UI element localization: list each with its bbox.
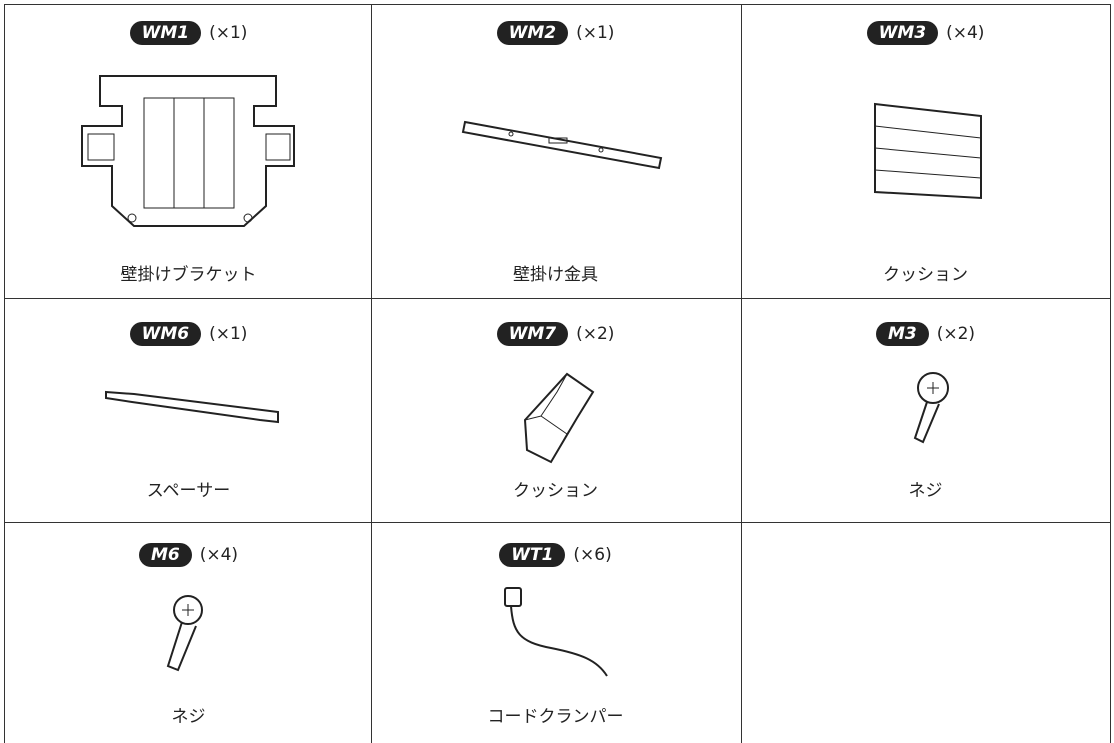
rule [4, 298, 1111, 299]
screw-illustration [166, 595, 203, 672]
part-badge: WT1 [499, 543, 566, 567]
part-badge: WM6 [129, 322, 202, 346]
part-qty: (×2) [576, 324, 615, 344]
part-qty: (×4) [199, 545, 239, 565]
part-qty: (×1) [209, 23, 248, 43]
part-name: ネジ [171, 707, 206, 727]
spacer-illustration [105, 390, 279, 424]
part-head: WT1 (×6) [371, 543, 740, 567]
bracket-illustration [81, 75, 295, 227]
part-badge: WM1 [129, 21, 202, 45]
part-name: ネジ [908, 481, 943, 501]
part-name: 壁掛け金具 [513, 265, 598, 285]
cord-clamp-illustration [504, 587, 608, 677]
part-name: クッション [883, 265, 968, 285]
part-head: WM3 (×4) [741, 21, 1110, 45]
part-qty: (×1) [209, 324, 248, 344]
part-cell: M3 (×2) ネジ [741, 298, 1110, 522]
part-head: WM7 (×2) [371, 322, 740, 346]
part-name: クッション [513, 481, 598, 501]
rule [1110, 4, 1111, 743]
part-badge: WM2 [496, 21, 569, 45]
part-cell: WM6 (×1) スペーサー [4, 298, 373, 522]
part-name: コードクランパー [487, 707, 624, 727]
part-head: M3 (×2) [741, 322, 1110, 346]
part-cell: WT1 (×6) コードクランパー [371, 522, 740, 743]
wall-mount-illustration [461, 120, 663, 170]
part-head: WM6 (×1) [4, 322, 373, 346]
part-cell: M6 (×4) ネジ [4, 522, 373, 743]
rule [371, 4, 372, 743]
part-badge: M3 [875, 322, 929, 346]
part-cell: WM1 (×1) 壁掛けブラケット [4, 4, 373, 298]
part-qty: (×6) [573, 545, 612, 565]
part-head: WM1 (×1) [4, 21, 373, 45]
part-badge: M6 [138, 543, 192, 567]
rule [4, 4, 1111, 5]
part-name: 壁掛けブラケット [120, 265, 257, 285]
part-head: WM2 (×1) [371, 21, 740, 45]
part-badge: WM7 [496, 322, 569, 346]
part-qty: (×2) [936, 324, 976, 344]
part-name: スペーサー [146, 481, 231, 501]
cushion-illustration [874, 102, 982, 200]
part-cell: WM7 (×2) クッション [371, 298, 740, 522]
part-cell: WM3 (×4) クッション [741, 4, 1110, 298]
part-badge: WM3 [866, 21, 939, 45]
part-qty: (×4) [946, 23, 985, 43]
part-head: M6 (×4) [4, 543, 373, 567]
cushion-block-illustration [523, 372, 595, 464]
part-qty: (×1) [576, 23, 615, 43]
rule [4, 4, 5, 743]
rule [741, 4, 742, 743]
part-cell: WM2 (×1) 壁掛け金具 [371, 4, 740, 298]
screw-illustration [913, 372, 949, 444]
rule [4, 522, 1111, 523]
